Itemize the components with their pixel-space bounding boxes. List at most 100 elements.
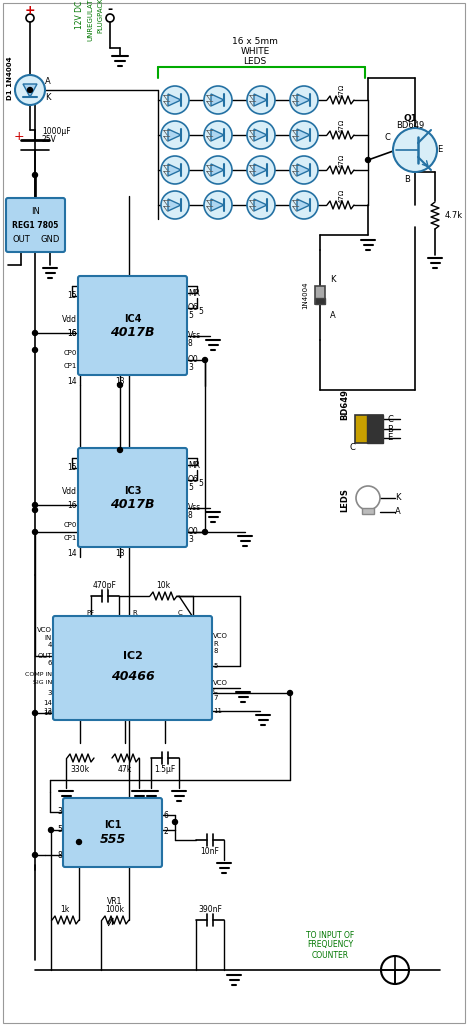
Circle shape <box>117 383 123 388</box>
Circle shape <box>247 121 275 149</box>
Text: CP0: CP0 <box>64 350 77 356</box>
Text: WHITE: WHITE <box>241 47 270 56</box>
Text: 15: 15 <box>67 291 77 301</box>
Text: 16: 16 <box>67 328 77 338</box>
Text: Vdd: Vdd <box>62 487 77 497</box>
Bar <box>315 286 325 304</box>
Text: R: R <box>213 641 218 647</box>
Circle shape <box>290 191 318 219</box>
Text: K: K <box>330 276 336 284</box>
Text: 12V DC: 12V DC <box>75 1 85 29</box>
Circle shape <box>161 121 189 149</box>
Text: 14: 14 <box>43 700 52 706</box>
Text: 16: 16 <box>43 710 52 716</box>
Text: 1N4004: 1N4004 <box>302 281 308 309</box>
Text: 390nF: 390nF <box>198 906 222 914</box>
Text: 8: 8 <box>213 648 218 654</box>
Text: C: C <box>384 133 390 143</box>
Polygon shape <box>355 415 383 443</box>
Text: 5: 5 <box>213 663 217 669</box>
Text: +: + <box>25 3 35 16</box>
Text: Vss: Vss <box>188 331 201 341</box>
Circle shape <box>32 529 37 535</box>
Text: 6: 6 <box>47 660 52 666</box>
Circle shape <box>161 191 189 219</box>
Text: R: R <box>132 610 138 616</box>
Circle shape <box>287 690 292 696</box>
Polygon shape <box>168 199 181 211</box>
Circle shape <box>32 853 37 858</box>
FancyBboxPatch shape <box>63 798 162 867</box>
Text: 13: 13 <box>115 377 125 386</box>
Text: 47Ω: 47Ω <box>339 119 345 133</box>
Circle shape <box>204 156 232 184</box>
Text: 4: 4 <box>48 642 52 648</box>
Text: PLUGPACK: PLUGPACK <box>97 0 103 33</box>
FancyBboxPatch shape <box>53 616 212 720</box>
Text: B: B <box>387 425 393 434</box>
Circle shape <box>32 330 37 336</box>
Circle shape <box>366 158 371 162</box>
Text: COUNTER: COUNTER <box>311 950 349 959</box>
Text: O0: O0 <box>188 355 199 364</box>
Circle shape <box>76 839 81 844</box>
Text: GND: GND <box>40 236 60 244</box>
Circle shape <box>173 820 177 825</box>
Polygon shape <box>297 199 310 211</box>
Text: B: B <box>404 175 410 185</box>
Text: LEDS: LEDS <box>341 488 350 512</box>
Text: MR: MR <box>188 288 200 298</box>
Text: 14: 14 <box>67 549 77 557</box>
Text: IC1: IC1 <box>104 821 121 830</box>
FancyBboxPatch shape <box>78 276 187 374</box>
Circle shape <box>117 447 123 452</box>
Text: VCO: VCO <box>37 627 52 633</box>
Text: 2: 2 <box>163 828 168 836</box>
Text: 4017B: 4017B <box>110 326 155 339</box>
Text: 47k: 47k <box>118 764 132 774</box>
Text: A: A <box>395 508 401 516</box>
Text: IC4: IC4 <box>124 314 141 323</box>
Polygon shape <box>211 129 224 141</box>
Polygon shape <box>297 129 310 141</box>
Circle shape <box>32 172 37 177</box>
Text: 13: 13 <box>43 708 52 714</box>
Polygon shape <box>168 129 181 141</box>
Text: 3: 3 <box>188 363 193 372</box>
Text: 100k: 100k <box>105 906 124 914</box>
Circle shape <box>161 156 189 184</box>
Text: 5: 5 <box>198 479 203 488</box>
Text: CP0: CP0 <box>64 522 77 528</box>
Text: OUT: OUT <box>12 236 30 244</box>
Text: A: A <box>330 311 336 319</box>
Polygon shape <box>254 129 267 141</box>
Text: E: E <box>387 434 392 442</box>
FancyBboxPatch shape <box>78 448 187 547</box>
Text: Q1: Q1 <box>403 114 417 122</box>
Text: 8: 8 <box>188 511 193 519</box>
Text: VCO: VCO <box>213 633 228 639</box>
Text: 5: 5 <box>198 308 203 316</box>
Polygon shape <box>211 199 224 211</box>
Text: 470pF: 470pF <box>93 581 117 590</box>
Text: MR: MR <box>188 461 200 470</box>
Text: UNREGULATED: UNREGULATED <box>87 0 93 41</box>
Circle shape <box>290 156 318 184</box>
Text: 5: 5 <box>188 483 193 492</box>
Text: 10k: 10k <box>156 581 170 590</box>
Text: 14: 14 <box>67 377 77 386</box>
Text: K: K <box>395 494 401 503</box>
Text: 6: 6 <box>163 811 168 820</box>
Text: 3: 3 <box>47 690 52 696</box>
Circle shape <box>247 191 275 219</box>
Text: 7: 7 <box>213 695 218 701</box>
Text: 4.7k: 4.7k <box>445 210 463 220</box>
Text: 3: 3 <box>188 536 193 545</box>
Text: +: + <box>14 130 24 144</box>
Text: VCO: VCO <box>213 680 228 686</box>
FancyBboxPatch shape <box>6 198 65 252</box>
Text: 330k: 330k <box>71 764 89 774</box>
Text: COMP IN: COMP IN <box>25 672 52 677</box>
Text: VR1: VR1 <box>107 898 123 907</box>
Text: LEDS: LEDS <box>243 57 267 67</box>
